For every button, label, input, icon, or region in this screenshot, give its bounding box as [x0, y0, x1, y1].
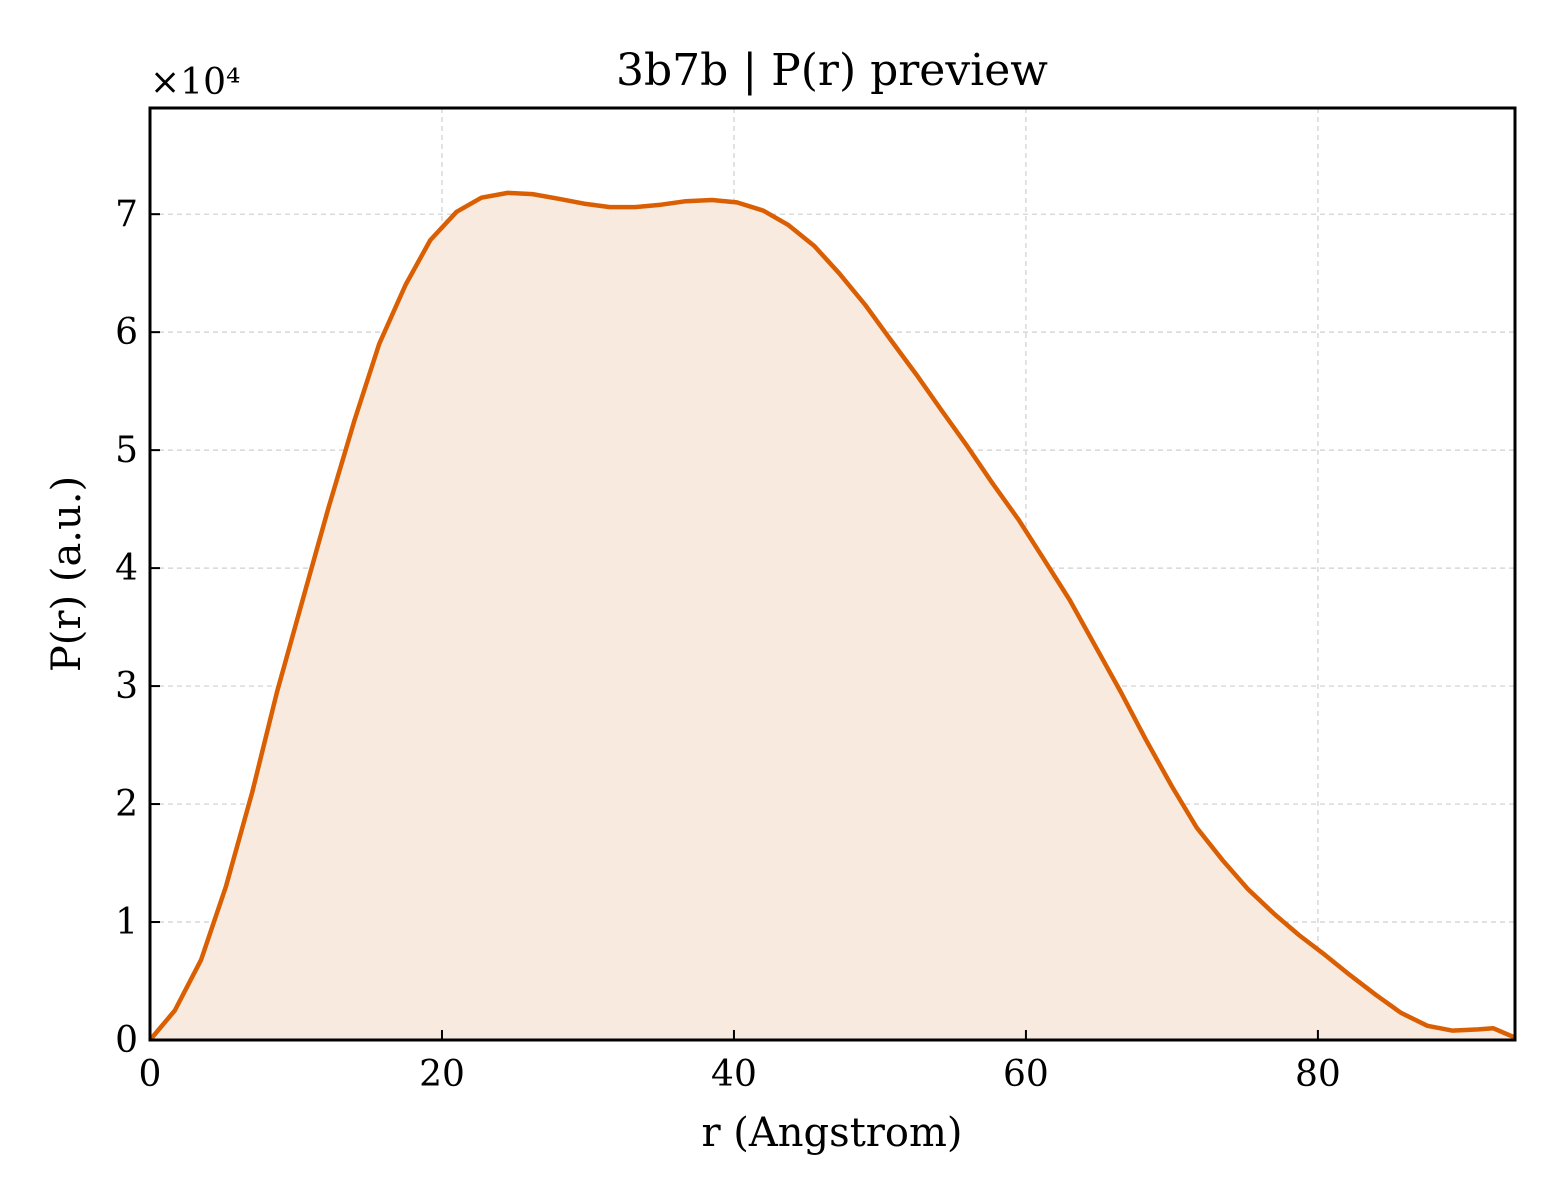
x-axis-label: r (Angstrom) [701, 1110, 962, 1156]
plot-frame [148, 106, 1517, 1042]
y-tick-label: 3 [115, 666, 138, 707]
y-tick-label: 1 [115, 902, 138, 943]
x-tick-label: 20 [419, 1054, 465, 1095]
y-tick-label: 4 [115, 548, 138, 589]
x-axis-ticks: 0 20 40 60 80 [139, 1030, 1341, 1095]
x-tick-label: 80 [1295, 1054, 1341, 1095]
y-tick-label: 2 [115, 784, 138, 825]
pr-area-fill [150, 192, 1515, 1040]
y-multiplier-label: ×10⁴ [150, 62, 240, 103]
y-axis-ticks: 0 1 2 3 4 5 6 7 [115, 194, 160, 1061]
y-tick-label: 7 [115, 194, 138, 235]
y-tick-label: 6 [115, 312, 138, 353]
pr-series-line [148, 190, 1516, 1042]
chart-title: 3b7b | P(r) preview [616, 45, 1048, 96]
x-tick-label: 40 [711, 1054, 757, 1095]
x-tick-label: 0 [139, 1054, 162, 1095]
y-axis-label: P(r) (a.u.) [44, 476, 90, 672]
y-tick-label: 5 [115, 430, 138, 471]
x-tick-label: 60 [1003, 1054, 1049, 1095]
y-tick-label: 0 [115, 1020, 138, 1061]
